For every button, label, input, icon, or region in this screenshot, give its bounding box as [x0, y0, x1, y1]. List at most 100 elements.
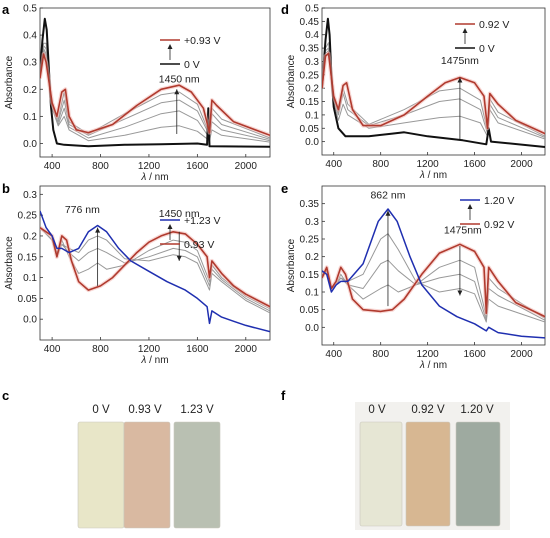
legend-label-b-1: 0.93 V — [184, 239, 214, 251]
series-group-e — [322, 208, 545, 339]
x-tick-label-a-4: 2000 — [235, 161, 258, 172]
x-tick-label-d-2: 1200 — [417, 159, 440, 170]
series-line-e-3 — [322, 233, 545, 323]
chart-panel-e: 0.0 0.05 0.1 0.15 0.2 0.25 0.3 0.35 400 800 1200 16… — [286, 185, 546, 371]
y-tick-label-a-5: 0.5 — [23, 4, 37, 15]
y-tick-label-e-0: 0.0 — [305, 323, 319, 334]
series-line-e-2 — [322, 259, 545, 321]
plot-frame-d — [321, 7, 546, 156]
series-halo-e-0 — [322, 242, 545, 319]
x-tick-label-e-1: 800 — [372, 349, 389, 360]
legend-label-d-1: 0 V — [479, 43, 495, 55]
ito-film-strip-093v — [123, 421, 171, 529]
ito-film-strip-120v — [455, 421, 501, 527]
x-tick-label-e-0: 400 — [325, 349, 342, 360]
panel-label-a: a — [2, 2, 10, 17]
y-tick-label-b-5: 0.25 — [18, 211, 38, 222]
panel-label-c: c — [2, 388, 9, 403]
legend-label-e-1: 0.92 V — [484, 219, 514, 231]
x-axis-label-b: λ / nm — [140, 355, 168, 366]
legend-arrow-head-e — [467, 204, 473, 209]
x-tick-label-d-3: 1600 — [463, 159, 486, 170]
y-tick-label-d-4: 0.2 — [305, 84, 319, 95]
y-tick-label-e-4: 0.2 — [305, 252, 319, 263]
y-tick-label-e-5: 0.25 — [300, 235, 320, 246]
x-tick-label-e-2: 1200 — [417, 349, 440, 360]
chart-panel-d: 0.0 0.05 0.1 0.15 0.2 0.25 0.3 0.35 0.4 0.45 0.5 40… — [286, 4, 546, 181]
trend-arrow-head-e-0 — [385, 210, 391, 216]
x-tick-label-b-2: 1200 — [138, 344, 161, 355]
x-tick-label-b-4: 2000 — [235, 344, 258, 355]
peak-annotation-b-1: 1450 nm — [159, 208, 200, 220]
y-axis-label-a: Absorbance — [4, 55, 15, 109]
panel-label-b: b — [2, 181, 10, 196]
trend-arrow-head-d-0 — [457, 77, 463, 83]
y-tick-label-d-5: 0.25 — [300, 70, 320, 81]
panel-label-f: f — [281, 388, 286, 403]
x-tick-label-e-3: 1600 — [463, 349, 486, 360]
series-line-b-4 — [40, 210, 270, 333]
trend-arrow-head-e-1 — [457, 290, 463, 296]
x-axis-label-a: λ / nm — [140, 172, 168, 183]
peak-annotation-a-0: 1450 nm — [159, 74, 200, 86]
legend-label-e-0: 1.20 V — [484, 195, 514, 207]
strip-label-c-1: 0 V — [92, 404, 110, 416]
x-tick-label-a-3: 1600 — [186, 161, 209, 172]
series-group-a — [40, 17, 270, 148]
series-line-e-4 — [322, 208, 545, 339]
panel-label-e: e — [281, 181, 288, 196]
legend-label-b-0: +1.23 V — [184, 215, 221, 227]
x-tick-label-d-1: 800 — [372, 159, 389, 170]
legend-label-a-1: 0 V — [184, 59, 200, 71]
y-tick-label-a-4: 0.4 — [23, 31, 37, 42]
y-tick-label-e-6: 0.3 — [305, 217, 319, 228]
photo-panel-f: 0 V 0.92 V 1.20 V — [355, 402, 510, 530]
photo-panel-c: 0 V 0.93 V 1.23 V — [77, 404, 221, 529]
y-tick-label-b-2: 0.1 — [23, 273, 37, 284]
y-tick-label-d-7: 0.35 — [300, 44, 320, 55]
y-tick-label-d-10: 0.5 — [305, 4, 319, 15]
y-tick-label-d-9: 0.45 — [300, 17, 320, 28]
trend-arrow-head-b-0 — [95, 227, 101, 233]
series-line-b-0 — [40, 226, 270, 308]
legend-label-d-0: 0.92 V — [479, 19, 509, 31]
plot-frame-b — [39, 185, 271, 341]
x-tick-label-b-0: 400 — [44, 344, 61, 355]
y-axis-label-e: Absorbance — [286, 238, 297, 292]
y-tick-label-e-7: 0.35 — [300, 199, 320, 210]
chart-panel-b: 0.0 0.05 0.1 0.15 0.2 0.25 0.3 400 800 1200 1600 20… — [4, 185, 271, 366]
y-tick-label-a-0: 0.0 — [23, 139, 37, 150]
y-axis-label-b: Absorbance — [4, 236, 15, 290]
series-group-d — [322, 17, 545, 148]
x-tick-label-e-4: 2000 — [510, 349, 533, 360]
y-tick-label-a-3: 0.3 — [23, 58, 37, 69]
series-line-d-0 — [322, 17, 545, 148]
y-tick-label-b-3: 0.15 — [18, 252, 38, 263]
series-line-a-5 — [40, 53, 270, 137]
x-axis-label-e: λ / nm — [419, 360, 447, 371]
ito-film-strip-092v — [405, 421, 451, 527]
y-tick-label-b-4: 0.2 — [23, 231, 37, 242]
strip-label-c-3: 1.23 V — [180, 404, 214, 416]
y-tick-label-b-6: 0.3 — [23, 190, 37, 201]
y-tick-label-d-2: 0.1 — [305, 110, 319, 121]
panel-label-d: d — [281, 2, 289, 17]
series-line-d-4 — [322, 52, 545, 135]
peak-annotation-e-1: 1475nm — [444, 225, 482, 237]
trend-arrow-head-a-0 — [174, 89, 180, 95]
y-tick-label-b-0: 0.0 — [23, 315, 37, 326]
x-tick-label-a-0: 400 — [44, 161, 61, 172]
ito-film-strip-0v-f — [359, 421, 403, 527]
strip-label-f-2: 0.92 V — [411, 404, 445, 416]
x-tick-label-a-2: 1200 — [138, 161, 161, 172]
x-tick-label-b-3: 1600 — [186, 344, 209, 355]
y-tick-label-d-0: 0.0 — [305, 137, 319, 148]
strip-label-f-1: 0 V — [368, 404, 386, 416]
y-tick-label-e-3: 0.15 — [300, 270, 320, 281]
y-tick-label-d-6: 0.3 — [305, 57, 319, 68]
trend-arrow-head-b-1 — [176, 255, 182, 261]
x-axis-label-d: λ / nm — [419, 170, 447, 181]
legend-arrow-head-d — [462, 28, 468, 33]
y-axis-label-d: Absorbance — [286, 54, 297, 108]
x-tick-label-d-4: 2000 — [510, 159, 533, 170]
